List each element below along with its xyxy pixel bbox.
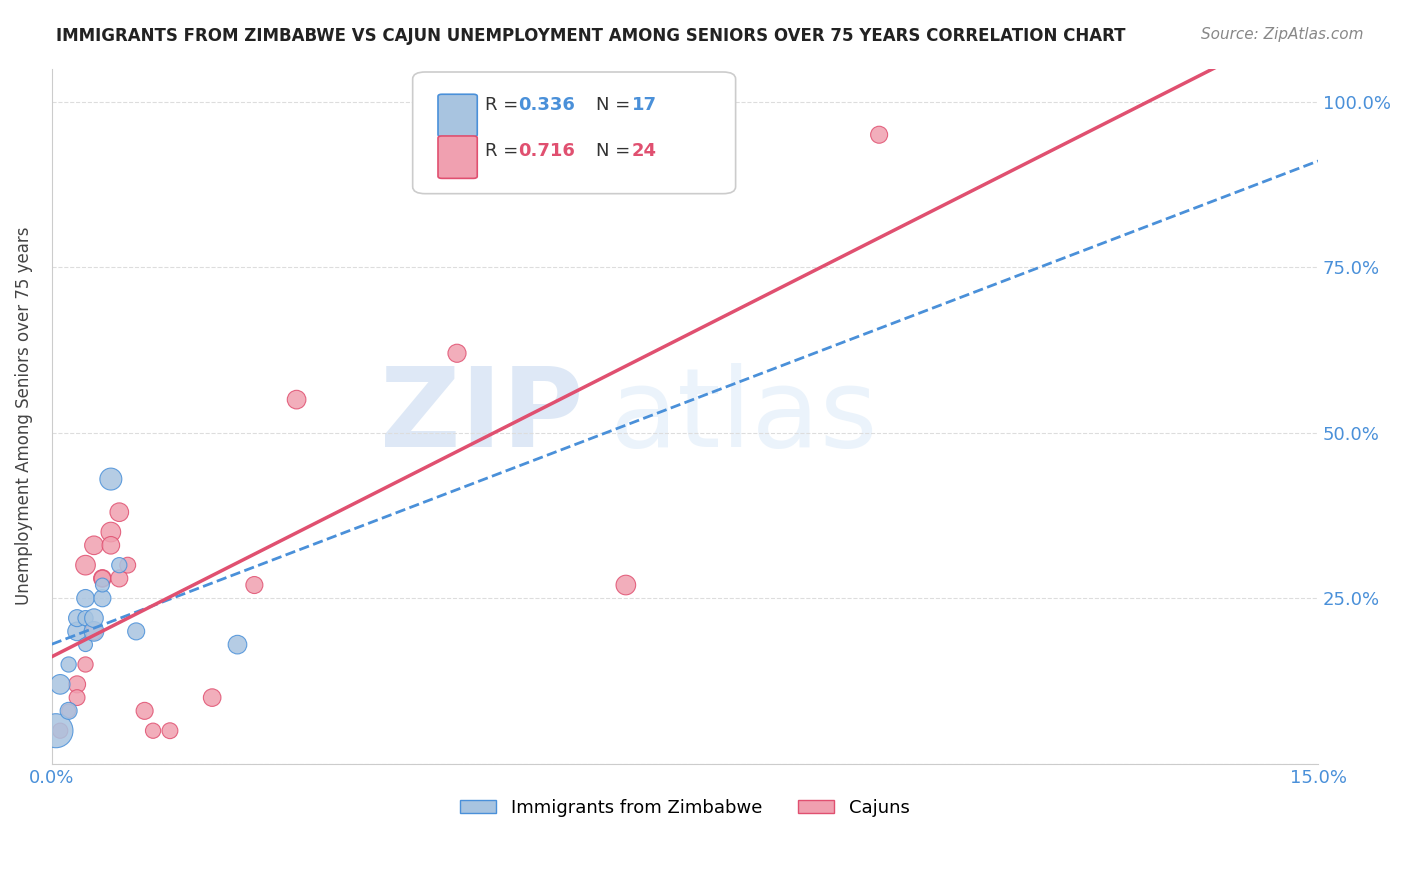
Point [243, 578, 266, 592]
Point [142, 723, 165, 738]
Text: 24: 24 [631, 142, 657, 160]
Text: IMMIGRANTS FROM ZIMBABWE VS CAJUN UNEMPLOYMENT AMONG SENIORS OVER 75 YEARS CORRE: IMMIGRANTS FROM ZIMBABWE VS CAJUN UNEMPL… [56, 27, 1126, 45]
Text: N =: N = [596, 96, 637, 114]
Point [91, 571, 114, 585]
Text: 0.336: 0.336 [517, 96, 575, 114]
Point [100, 538, 122, 552]
Point [134, 704, 156, 718]
Point [108, 505, 131, 519]
Text: 0.716: 0.716 [517, 142, 575, 160]
Point [66, 611, 89, 625]
Point [201, 690, 224, 705]
Point [66, 690, 89, 705]
Point [49, 677, 72, 691]
Point [75, 657, 97, 672]
Point [159, 723, 181, 738]
Point [66, 624, 89, 639]
Point [75, 591, 97, 606]
Point [83, 611, 105, 625]
Point [100, 524, 122, 539]
Point [446, 346, 468, 360]
Text: atlas: atlas [609, 363, 877, 470]
Point [868, 128, 890, 142]
Point [100, 472, 122, 486]
FancyBboxPatch shape [439, 136, 477, 178]
FancyBboxPatch shape [413, 72, 735, 194]
Point [108, 571, 131, 585]
Point [285, 392, 308, 407]
Point [58, 657, 80, 672]
Point [83, 624, 105, 639]
Point [49, 723, 72, 738]
Text: R =: R = [485, 142, 524, 160]
Point [91, 571, 114, 585]
Text: 17: 17 [631, 96, 657, 114]
Point [91, 578, 114, 592]
Y-axis label: Unemployment Among Seniors over 75 years: Unemployment Among Seniors over 75 years [15, 227, 32, 606]
Point [108, 558, 131, 573]
Text: ZIP: ZIP [380, 363, 583, 470]
Point [226, 638, 249, 652]
Point [75, 638, 97, 652]
Point [58, 704, 80, 718]
Legend: Immigrants from Zimbabwe, Cajuns: Immigrants from Zimbabwe, Cajuns [453, 792, 917, 824]
Point [83, 624, 105, 639]
Point [117, 558, 139, 573]
FancyBboxPatch shape [439, 95, 477, 136]
Point [75, 611, 97, 625]
Point [83, 538, 105, 552]
Point [58, 704, 80, 718]
Point [75, 558, 97, 573]
Point [91, 591, 114, 606]
Point [614, 578, 637, 592]
Point [45, 723, 67, 738]
Point [125, 624, 148, 639]
Point [66, 677, 89, 691]
Text: R =: R = [485, 96, 524, 114]
Text: N =: N = [596, 142, 637, 160]
Text: Source: ZipAtlas.com: Source: ZipAtlas.com [1201, 27, 1364, 42]
